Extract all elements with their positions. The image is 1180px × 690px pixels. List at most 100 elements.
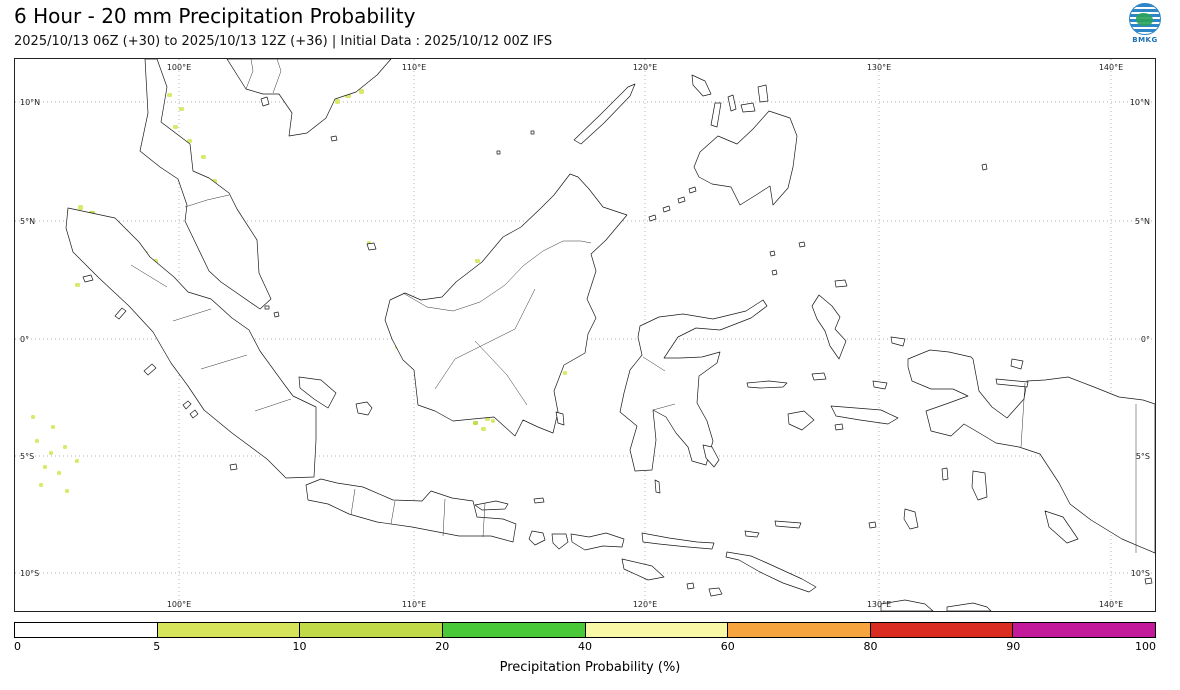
lon-label-top: 130°E [867,63,891,72]
colorbar-tick-label: 40 [578,640,592,653]
precip-cell [43,465,47,469]
precip-cell [173,125,178,129]
colorbar-tick-label: 90 [1006,640,1021,653]
lon-label-top: 110°E [402,63,426,72]
coastline-papua-islands [868,163,1079,544]
coastline-indochina [226,59,392,137]
lon-label-bottom: 130°E [867,600,891,609]
coastline-bangka-belitung [298,376,373,416]
coastline-maluku [746,372,899,431]
precip-cell [75,283,80,287]
coastline-lombok [551,533,569,550]
coastline-sumatra [65,207,317,479]
precip-cell [31,415,35,419]
colorbar-tick-label: 100 [1135,640,1156,653]
precip-cell [359,89,364,94]
coastline-australia [880,577,1153,611]
colorbar-tick-label: 0 [14,640,21,653]
precip-cell [201,155,206,159]
coastline-sumba [621,558,665,581]
precip-cell [167,93,172,97]
bmkg-logo-text: BMKG [1132,36,1158,44]
colorbar-tick-label: 20 [435,640,450,653]
lat-label-right: 10°S [1131,569,1150,578]
bmkg-globe-icon [1129,3,1161,35]
lon-label-bottom: 120°E [633,600,657,609]
lat-label-left: 10°S [20,569,39,578]
lat-label-left: 5°N [20,217,35,226]
lon-label-bottom: 140°E [1099,600,1123,609]
lat-label-right: 5°S [1136,452,1150,461]
page-subtitle: 2025/10/13 06Z (+30) to 2025/10/13 12Z (… [14,34,553,49]
lon-label-bottom: 110°E [402,600,426,609]
precip-cell [51,425,55,429]
map-canvas: 100°E 100°E 110°E 110°E 120°E 120°E 130°E 130°E… [15,59,1155,611]
colorbar-segment [15,623,157,637]
lat-label-left: 0° [20,335,29,344]
coastline-sulawesi [619,299,768,472]
coastline-flores [641,532,715,550]
lon-label-bottom: 100°E [167,600,191,609]
precip-cell [563,371,567,375]
colorbar-segment [441,623,585,637]
colorbar-segment [727,623,870,637]
coastline-timor [725,551,817,593]
coastline-lesser-sundas-extra [533,186,806,597]
coastline-madura [474,500,509,511]
precip-cell [35,439,39,443]
precip-cell [187,139,192,143]
colorbar-tick-label: 60 [720,640,735,653]
precip-cell [491,419,495,423]
coastline-halmahera [811,279,848,360]
colorbar-segment [299,623,442,637]
precip-cell [475,259,480,263]
lat-label-left: 10°N [20,98,40,107]
bmkg-logo: BMKG [1124,3,1166,44]
colorbar-tick-label: 10 [292,640,307,653]
precip-cell [49,451,53,455]
colorbar-ticks: 0 5 10 20 40 60 80 90 100 [14,640,1156,654]
precip-cell [75,459,79,463]
coastline-malay-peninsula [139,59,272,310]
precip-cell [179,107,184,111]
precip-cell [39,483,43,487]
admin-borders [130,59,1137,553]
precip-cell [473,421,478,425]
precip-cell [65,489,69,493]
colorbar [14,622,1156,638]
colorbar-segment [1012,623,1155,637]
colorbar-segment [156,623,300,637]
coastline-bali [528,530,546,546]
colorbar-segment [584,623,728,637]
precip-cell [481,427,486,431]
lon-label-top: 100°E [167,63,191,72]
precip-cell [63,445,67,449]
coastline-borneo [384,173,628,437]
coastline-visayas [691,74,769,128]
grid-labels-layer: 100°E 100°E 110°E 110°E 120°E 120°E 130°E 130°E… [20,63,1150,609]
coastline-java [305,478,517,543]
admin-borders-layer [130,59,1137,553]
coastline-papua [907,349,1155,554]
lat-label-right: 10°N [1130,98,1150,107]
lat-label-right: 5°N [1135,217,1150,226]
map-frame: 100°E 100°E 110°E 110°E 120°E 120°E 130°E 130°E… [14,58,1156,612]
colorbar-segment [869,623,1013,637]
precip-cell [78,205,83,210]
coastline-wetar [774,520,802,529]
coastline-layer [65,59,1155,611]
coastline-alor [744,530,760,538]
coastline-sumbawa [570,532,625,551]
coastline-small-islands-west [82,96,535,471]
lon-label-top: 120°E [633,63,657,72]
coastline-mindanao [693,110,798,206]
lat-label-right: 0° [1141,335,1150,344]
page-title: 6 Hour - 20 mm Precipitation Probability [14,4,416,28]
coastline-palawan [573,83,636,145]
colorbar-caption: Precipitation Probability (%) [499,660,681,675]
precip-cell [335,99,340,104]
precip-cell [57,471,61,475]
lat-label-left: 5°S [20,452,34,461]
lon-label-top: 140°E [1099,63,1123,72]
